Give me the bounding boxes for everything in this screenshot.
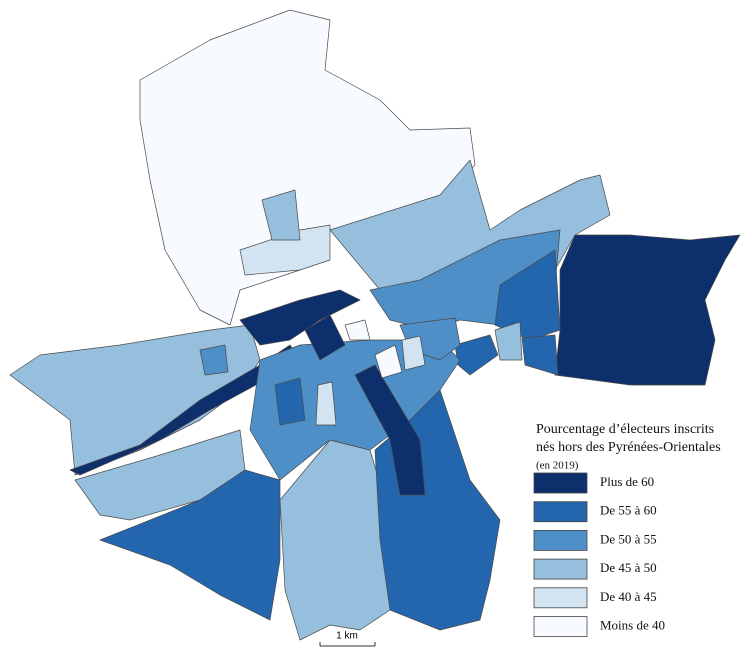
district [199, 344, 229, 376]
legend-title: Pourcentage d’électeurs inscrits [536, 422, 714, 437]
legend-label: De 55 à 60 [600, 503, 657, 518]
legend-swatch [533, 587, 588, 609]
districts [9, 9, 741, 641]
legend-label: De 50 à 55 [600, 531, 657, 546]
district [401, 335, 426, 371]
district [521, 334, 559, 376]
district [344, 319, 371, 341]
district [304, 314, 346, 361]
scale-bar: 1 km [319, 631, 376, 647]
district [494, 249, 561, 341]
district [274, 377, 306, 426]
district [454, 334, 499, 376]
district [239, 224, 331, 276]
district [239, 289, 361, 346]
district [99, 469, 281, 621]
legend-label: Moins de 40 [600, 617, 665, 632]
legend-title: (en 2019) [536, 460, 579, 472]
district [261, 189, 301, 241]
legend-swatch [533, 472, 588, 494]
legend-label: Plus de 60 [600, 474, 654, 489]
legend-label: De 45 à 50 [600, 560, 657, 575]
legend: Pourcentage d’électeurs inscrits nés hors… [533, 422, 721, 637]
district [279, 439, 391, 641]
district [494, 321, 523, 361]
legend-swatch [533, 501, 588, 523]
scale-label: 1 km [336, 631, 358, 642]
district [354, 364, 426, 496]
district [249, 339, 461, 481]
district [315, 381, 337, 426]
district [374, 344, 403, 379]
district [554, 234, 741, 386]
legend-title: nés hors des Pyrénées-Orientales [536, 440, 721, 455]
legend-swatch [533, 530, 588, 551]
legend-label: De 40 à 45 [600, 589, 657, 604]
legend-swatch [533, 558, 588, 580]
legend-swatch [533, 616, 588, 637]
